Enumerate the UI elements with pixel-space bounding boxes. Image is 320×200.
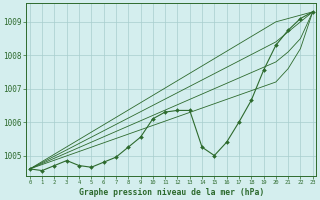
- X-axis label: Graphe pression niveau de la mer (hPa): Graphe pression niveau de la mer (hPa): [79, 188, 264, 197]
